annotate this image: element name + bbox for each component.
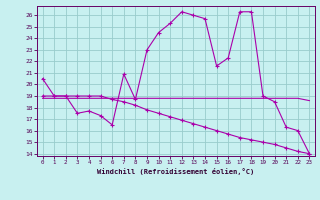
X-axis label: Windchill (Refroidissement éolien,°C): Windchill (Refroidissement éolien,°C) — [97, 168, 255, 175]
